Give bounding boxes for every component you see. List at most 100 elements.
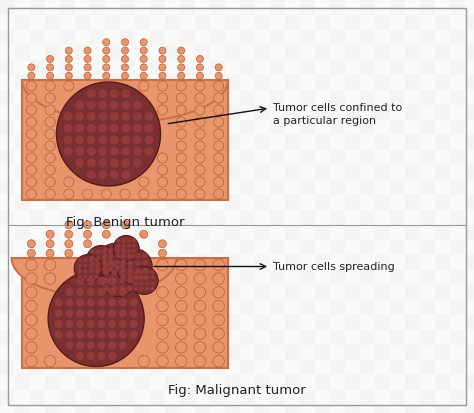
Bar — [165, 75, 180, 90]
Bar — [435, 150, 450, 165]
Bar — [150, 165, 165, 180]
Bar — [45, 30, 60, 45]
Circle shape — [26, 273, 37, 285]
Bar — [0, 180, 15, 195]
Bar — [75, 75, 90, 90]
Bar — [390, 345, 405, 360]
Bar — [330, 165, 345, 180]
Bar — [105, 180, 120, 195]
Bar — [345, 270, 360, 285]
Bar — [135, 120, 150, 135]
Circle shape — [157, 93, 167, 103]
Bar — [420, 0, 435, 15]
Bar — [45, 105, 60, 120]
Circle shape — [121, 55, 128, 62]
Bar — [285, 375, 300, 390]
Circle shape — [176, 165, 186, 175]
Bar — [135, 0, 150, 15]
Circle shape — [122, 249, 126, 253]
Bar — [345, 240, 360, 255]
Bar — [150, 120, 165, 135]
Bar — [315, 135, 330, 150]
Bar — [165, 345, 180, 360]
Bar — [255, 345, 270, 360]
Bar — [390, 135, 405, 150]
Circle shape — [214, 189, 224, 199]
Circle shape — [214, 105, 224, 115]
Bar — [450, 180, 465, 195]
Bar — [435, 330, 450, 345]
Bar — [315, 285, 330, 300]
Bar — [60, 240, 75, 255]
Circle shape — [214, 93, 224, 103]
Circle shape — [119, 278, 125, 284]
Bar — [390, 60, 405, 75]
Bar — [315, 345, 330, 360]
Bar — [300, 150, 315, 165]
Circle shape — [109, 253, 113, 258]
Circle shape — [55, 330, 63, 339]
Circle shape — [45, 93, 55, 103]
Circle shape — [139, 281, 144, 285]
Circle shape — [176, 189, 186, 199]
Circle shape — [90, 261, 94, 266]
Bar — [375, 330, 390, 345]
Bar — [195, 180, 210, 195]
Bar — [330, 90, 345, 105]
Bar — [75, 360, 90, 375]
Bar — [315, 390, 330, 405]
Bar — [195, 405, 210, 413]
Bar — [390, 120, 405, 135]
Bar — [75, 315, 90, 330]
Circle shape — [120, 189, 130, 199]
Bar — [150, 405, 165, 413]
Bar — [375, 150, 390, 165]
Bar — [270, 375, 285, 390]
Bar — [270, 165, 285, 180]
Circle shape — [27, 177, 36, 187]
Bar — [135, 60, 150, 75]
Bar — [375, 0, 390, 15]
Bar — [300, 330, 315, 345]
Bar — [375, 105, 390, 120]
Bar — [45, 60, 60, 75]
Circle shape — [214, 153, 224, 163]
Bar — [240, 390, 255, 405]
Bar — [285, 15, 300, 30]
Bar — [135, 375, 150, 390]
Circle shape — [108, 255, 112, 260]
Bar — [240, 150, 255, 165]
Bar — [255, 405, 270, 413]
Bar — [270, 390, 285, 405]
Circle shape — [45, 141, 55, 151]
Bar — [180, 165, 195, 180]
Bar — [0, 165, 15, 180]
Bar — [15, 90, 30, 105]
Bar — [375, 300, 390, 315]
Bar — [75, 105, 90, 120]
Bar — [270, 210, 285, 225]
Circle shape — [145, 147, 154, 156]
Circle shape — [78, 258, 82, 262]
Circle shape — [84, 72, 91, 79]
Circle shape — [90, 267, 94, 272]
Bar — [360, 315, 375, 330]
Circle shape — [83, 240, 91, 248]
Bar — [420, 315, 435, 330]
Bar — [120, 150, 135, 165]
Bar — [165, 300, 180, 315]
Bar — [75, 135, 90, 150]
Bar — [300, 0, 315, 15]
Circle shape — [139, 177, 149, 187]
Circle shape — [87, 112, 96, 121]
Bar — [210, 60, 225, 75]
Bar — [150, 75, 165, 90]
Polygon shape — [12, 258, 176, 296]
Bar — [15, 390, 30, 405]
Bar — [105, 405, 120, 413]
Bar — [315, 195, 330, 210]
Bar — [75, 60, 90, 75]
Bar — [75, 45, 90, 60]
Bar — [150, 315, 165, 330]
Bar — [240, 255, 255, 270]
